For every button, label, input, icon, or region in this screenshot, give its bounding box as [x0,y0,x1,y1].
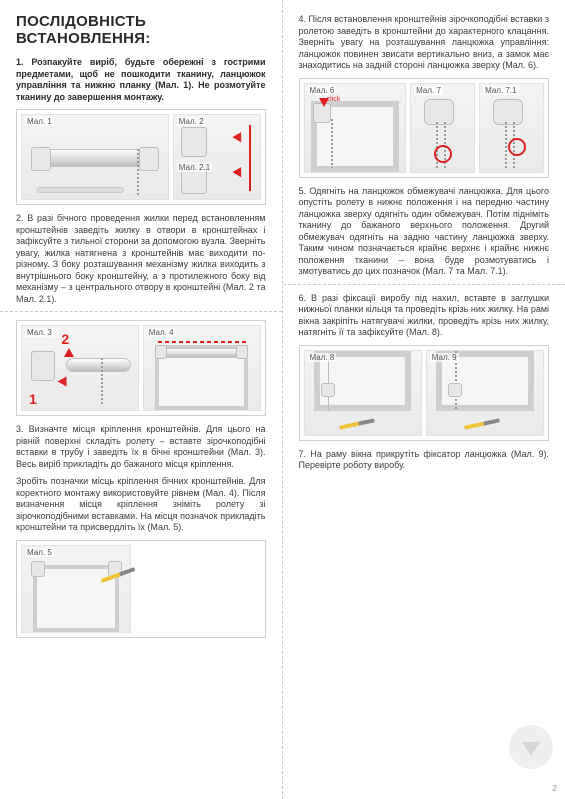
figure-label-7: Мал. 7 [414,86,443,95]
click-label: click [327,96,341,103]
figure-8: Мал. 8 [304,350,422,436]
figure-row-4: Мал. 6 click Мал. 7 Мал. 7.1 [299,78,550,178]
figure-row-1: Мал. 1 Мал. 2 Мал. 2.1 [16,109,266,205]
callout-2: 2 [61,331,69,347]
figure-label-2: Мал. 2 [177,117,206,126]
figure-5: Мал. 5 [21,545,131,633]
figure-row-3: Мал. 5 [16,540,266,638]
step-3a-text: 3. Визначте місця кріплення кронштейнів.… [16,424,266,470]
left-column: ПОСЛІДОВНІСТЬ ВСТАНОВЛЕННЯ: 1. Розпакуйт… [0,0,283,799]
figure-label-5: Мал. 5 [25,548,54,557]
figure-6: Мал. 6 click [304,83,407,173]
callout-1: 1 [29,391,37,407]
step-2-text: 2. В разі бічного проведення жилки перед… [16,213,266,305]
page-title: ПОСЛІДОВНІСТЬ ВСТАНОВЛЕННЯ: [16,14,266,47]
figure-label-8: Мал. 8 [308,353,337,362]
figure-label-9: Мал. 9 [430,353,459,362]
figure-1: Мал. 1 [21,114,169,200]
figure-71: Мал. 7.1 [479,83,544,173]
figure-3: Мал. 3 2 1 [21,325,139,411]
step-6-text: 6. В разі фіксації виробу під нахил, вст… [299,293,550,339]
figure-label-3: Мал. 3 [25,328,54,337]
step-3b-text: Зробіть позначки місць кріплення бічних … [16,476,266,534]
figure-label-6: Мал. 6 [308,86,337,95]
right-column: 4. Після встановлення кронштейнів зірочк… [283,0,565,799]
step-1-text: 1. Розпакуйте виріб, будьте обережні з г… [16,57,266,103]
figure-2: Мал. 2 Мал. 2.1 [173,114,261,200]
left-divider [0,311,282,312]
figure-9: Мал. 9 [426,350,544,436]
figure-label-1: Мал. 1 [25,117,54,126]
figure-5-spacer [135,545,260,633]
figure-7: Мал. 7 [410,83,475,173]
figure-row-2: Мал. 3 2 1 Мал. 4 [16,320,266,416]
watermark-icon [509,725,553,769]
right-divider [283,284,565,285]
figure-label-4: Мал. 4 [147,328,176,337]
step-5-text: 5. Одягніть на ланцюжок обмежувачі ланцю… [299,186,550,278]
step-7-text: 7. На раму вікна прикрутіть фіксатор лан… [299,449,550,472]
figure-4: Мал. 4 [143,325,261,411]
figure-row-5: Мал. 8 Мал. 9 [299,345,550,441]
step-4-text: 4. Після встановлення кронштейнів зірочк… [299,14,550,72]
figure-label-21: Мал. 2.1 [177,163,212,172]
figure-label-71: Мал. 7.1 [483,86,518,95]
page-number: 2 [553,784,557,793]
